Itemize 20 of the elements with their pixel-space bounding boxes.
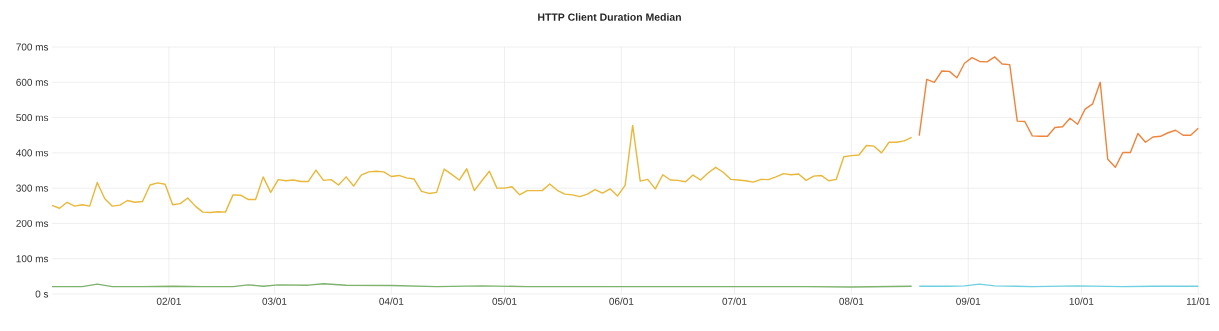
x-tick-label: 03/01 <box>262 297 287 305</box>
line-series <box>918 56 1199 169</box>
y-tick-label: 700 ms <box>16 43 49 51</box>
y-tick-label: 200 ms <box>16 219 49 227</box>
x-tick-label: 07/01 <box>722 297 747 305</box>
x-tick-label: 08/01 <box>839 297 864 305</box>
x-tick-label: 11/01 <box>1186 297 1210 305</box>
y-tick-label: 100 ms <box>16 255 49 263</box>
x-tick-label: 06/01 <box>609 297 634 305</box>
y-tick-label: 0 s <box>35 290 49 298</box>
x-tick-label: 05/01 <box>492 297 517 305</box>
x-tick-label: 09/01 <box>956 297 981 305</box>
y-tick-label: 400 ms <box>16 149 49 157</box>
y-tick-label: 600 ms <box>16 78 49 86</box>
chart-title: HTTP Client Duration Median <box>538 13 681 21</box>
y-tick-label: 500 ms <box>16 114 49 122</box>
y-tick-label: 300 ms <box>16 184 49 192</box>
x-tick-label: 02/01 <box>156 297 181 305</box>
x-tick-label: 04/01 <box>379 297 404 305</box>
x-tick-label: 10/01 <box>1069 297 1094 305</box>
